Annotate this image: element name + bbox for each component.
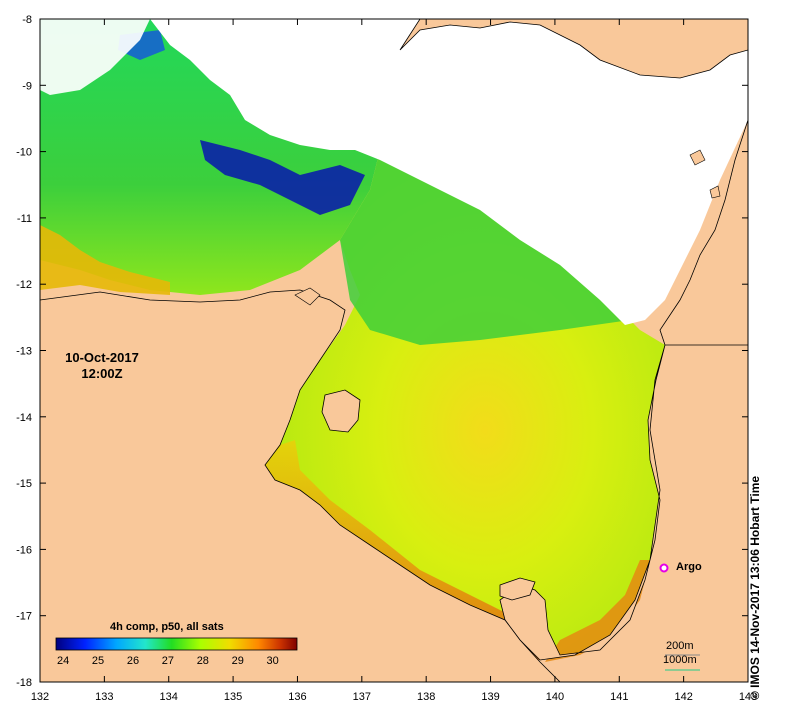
x-tick-label: 143 [739, 691, 757, 703]
x-tick-label: 137 [353, 691, 371, 703]
y-tick-label: -9 [22, 80, 32, 92]
cloud-cover-west [40, 19, 150, 95]
land-wessel-islands [294, 287, 321, 306]
y-tick-label: -14 [16, 412, 32, 424]
y-tick-label: -17 [16, 611, 32, 623]
y-tick-label: -10 [16, 147, 32, 159]
depth-legend-1000m: 1000m [663, 654, 697, 666]
sst-warm-west-coast [40, 225, 170, 295]
colorbar-tick-label: 26 [126, 655, 140, 667]
colorbar-tick-label: 27 [161, 655, 175, 667]
colorbar-tick-label: 30 [266, 655, 279, 667]
date-label: 10-Oct-2017 12:00Z [57, 350, 147, 382]
x-tick-label: 136 [288, 691, 306, 703]
x-axis: 132 133 134 135 136 137 138 139 140 141 142 143 [31, 19, 757, 703]
land-torres-islands [689, 149, 721, 199]
y-tick-label: -8 [22, 14, 32, 26]
land-groote-eylandt [321, 389, 361, 433]
y-tick-label: -18 [16, 677, 32, 689]
sst-gulf-north [340, 150, 630, 345]
sst-warm-fringe-east [545, 560, 650, 662]
y-tick-label: -11 [17, 213, 32, 225]
colorbar [55, 637, 298, 651]
colorbar-tick-label: 24 [56, 655, 70, 667]
y-tick-label: -12 [16, 279, 32, 291]
x-tick-label: 139 [481, 691, 499, 703]
x-tick-label: 141 [610, 691, 628, 703]
x-tick-label: 140 [546, 691, 564, 703]
cloud-cover [150, 19, 748, 325]
colorbar-title: 4h comp, p50, all sats [110, 621, 224, 633]
y-tick-label: -16 [16, 544, 32, 556]
x-tick-label: 132 [31, 691, 49, 703]
depth-legend-200m: 200m [666, 640, 694, 652]
colorbar-tick-label: 28 [196, 655, 209, 667]
y-axis: -8 -9 -10 -11 -12 -13 -14 -15 -16 -17 -18 [16, 14, 748, 689]
y-tick-label: -15 [16, 478, 32, 490]
credit-text: © IMOS 14-Nov-2017 13:06 Hobart Time [748, 475, 762, 700]
land-new-guinea [399, 19, 748, 79]
argo-marker [659, 563, 669, 573]
colorbar-tick-label: 29 [231, 655, 244, 667]
x-tick-label: 134 [160, 691, 178, 703]
land-mornington-island [499, 577, 536, 601]
x-tick-label: 135 [224, 691, 242, 703]
y-tick-label: -13 [16, 346, 32, 358]
colorbar-tick-label: 25 [91, 655, 105, 667]
land-arnhem [40, 289, 561, 682]
sst-cool-patch [200, 140, 365, 215]
x-tick-label: 138 [417, 691, 435, 703]
time-text: 12:00Z [81, 366, 123, 381]
x-tick-label: 142 [674, 691, 692, 703]
x-tick-label: 133 [95, 691, 113, 703]
argo-label: Argo [676, 561, 702, 573]
sst-warm-fringe-west [265, 440, 540, 660]
date-text: 10-Oct-2017 [65, 350, 139, 365]
